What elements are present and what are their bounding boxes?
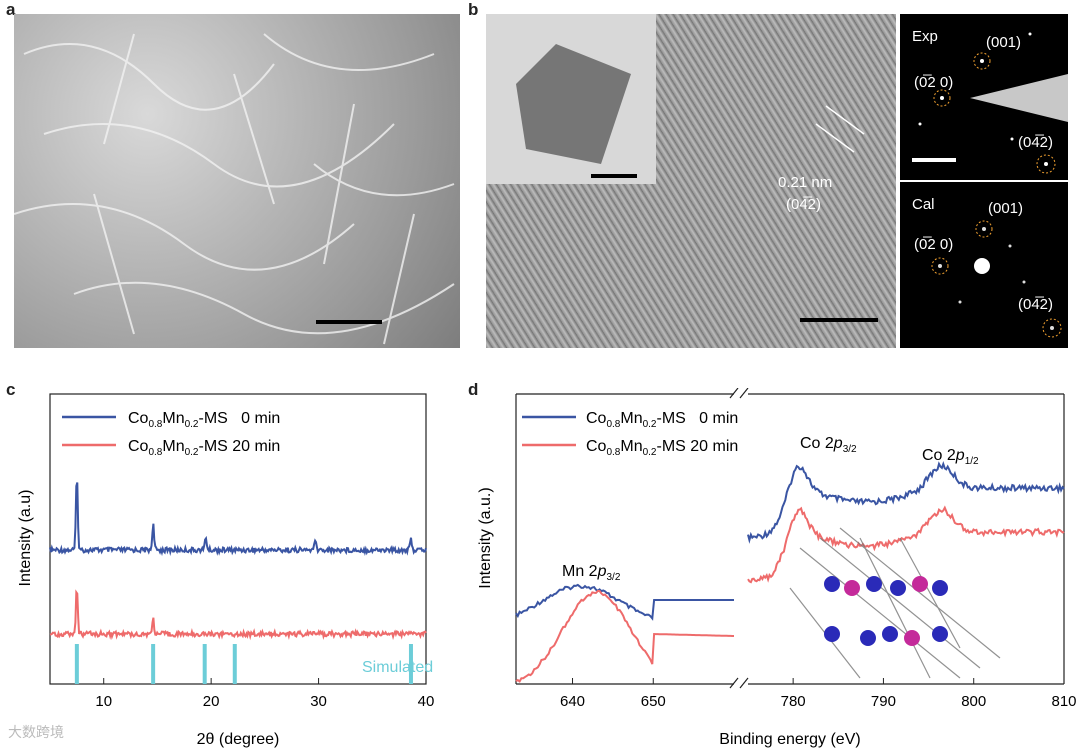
simulated-peak bbox=[202, 644, 207, 684]
xrd-series-line bbox=[49, 589, 427, 641]
sem-texture bbox=[14, 33, 455, 345]
x-tick-label: 810 bbox=[1051, 693, 1076, 710]
nanosheet bbox=[516, 44, 631, 164]
spot-042: (04̅2) bbox=[1018, 296, 1054, 313]
mn-2p-label: Mn 2p3/2 bbox=[562, 563, 621, 583]
spot-001: (001) bbox=[986, 34, 1022, 51]
d-plane-label: (04̅2) bbox=[786, 196, 822, 213]
panel-label-d: d bbox=[468, 380, 479, 399]
saed-ring bbox=[973, 52, 991, 70]
panel-label-c: c bbox=[6, 380, 16, 399]
y-axis-label: Intensity (a.u) bbox=[17, 490, 34, 587]
spot-020: (0̅2 0) bbox=[914, 74, 954, 91]
x-tick-label: 650 bbox=[641, 693, 666, 710]
inset-scale-bar bbox=[591, 174, 637, 178]
beam-stop bbox=[970, 74, 1068, 122]
xps-mn-line bbox=[515, 590, 734, 683]
legend-label-0min: Co0.8Mn0.2-MS 0 min bbox=[128, 410, 280, 430]
spot-001: (001) bbox=[988, 200, 1024, 217]
legend: Co0.8Mn0.2-MS 0 min Co0.8Mn0.2-MS 20 min bbox=[62, 410, 280, 458]
xps-co-line bbox=[747, 460, 1065, 544]
saed-exp-label: Exp bbox=[912, 28, 938, 45]
x-tick-label: 640 bbox=[560, 693, 585, 710]
xps-mn-line bbox=[515, 583, 734, 621]
saed-cal: Cal (001) (0̅2 0) (04̅2) bbox=[900, 182, 1068, 348]
central-spot bbox=[974, 258, 990, 274]
x-tick-label: 780 bbox=[781, 693, 806, 710]
sem-image bbox=[14, 14, 460, 348]
xps-chart: 640 650 780 790 800 810 Binding energy (eV) I… bbox=[477, 388, 1077, 748]
xps-co-line bbox=[747, 505, 1065, 584]
xrd-chart: 10 20 30 40 2θ (degree) Intensity (a.u) Sim… bbox=[17, 393, 435, 748]
xrd-series-line bbox=[49, 482, 427, 557]
spot-042: (04̅2) bbox=[1018, 134, 1054, 151]
saed-ring bbox=[975, 220, 993, 238]
saed-exp: Exp (001) (0̅2 0) (04̅2) bbox=[900, 14, 1068, 180]
co-2p12-label: Co 2p1/2 bbox=[922, 447, 979, 467]
x-axis-label: Binding energy (eV) bbox=[719, 731, 860, 748]
lattice-marker bbox=[815, 123, 855, 153]
simulated-peak bbox=[151, 644, 156, 684]
panel-label-a: a bbox=[6, 0, 16, 19]
saed-scale-bar bbox=[912, 158, 956, 162]
x-tick-label: 40 bbox=[418, 693, 435, 710]
tem-inset bbox=[486, 14, 656, 184]
simulated-peak bbox=[408, 644, 413, 684]
x-tick-label: 10 bbox=[95, 693, 112, 710]
d-spacing-label: 0.21 nm bbox=[778, 174, 833, 191]
hrtem-image: 0.21 nm (04̅2) bbox=[486, 14, 896, 348]
crystal-structure bbox=[789, 527, 1001, 679]
simulated-peak bbox=[232, 644, 237, 684]
simulated-peak bbox=[74, 644, 79, 684]
hrtem-scale-bar bbox=[800, 318, 878, 322]
watermark: 大数跨境 bbox=[8, 724, 64, 740]
saed-ring bbox=[933, 89, 951, 107]
panel-label-b: b bbox=[468, 0, 479, 19]
legend-label-0min: Co0.8Mn0.2-MS 0 min bbox=[586, 410, 738, 430]
y-axis-label: Intensity (a.u.) bbox=[477, 487, 494, 588]
scale-bar bbox=[316, 320, 382, 324]
saed-ring bbox=[1036, 154, 1056, 174]
plot-frame bbox=[49, 393, 427, 685]
saed-cal-label: Cal bbox=[912, 196, 935, 213]
x-tick-label: 800 bbox=[961, 693, 986, 710]
x-tick-label: 20 bbox=[203, 693, 220, 710]
x-tick-label: 790 bbox=[871, 693, 896, 710]
legend-label-20min: Co0.8Mn0.2-MS 20 min bbox=[128, 438, 280, 458]
lattice-marker bbox=[825, 105, 865, 135]
x-tick-label: 30 bbox=[310, 693, 327, 710]
spot-020: (0̅2 0) bbox=[914, 236, 954, 253]
saed-ring bbox=[931, 257, 949, 275]
axis-break bbox=[729, 388, 749, 689]
legend-label-20min: Co0.8Mn0.2-MS 20 min bbox=[586, 438, 738, 458]
x-axis-label: 2θ (degree) bbox=[197, 731, 280, 748]
saed-ring bbox=[1042, 318, 1062, 338]
legend: Co0.8Mn0.2-MS 0 min Co0.8Mn0.2-MS 20 min bbox=[522, 410, 738, 458]
simulated-label: Simulated bbox=[362, 659, 433, 676]
co-2p32-label: Co 2p3/2 bbox=[800, 435, 857, 455]
